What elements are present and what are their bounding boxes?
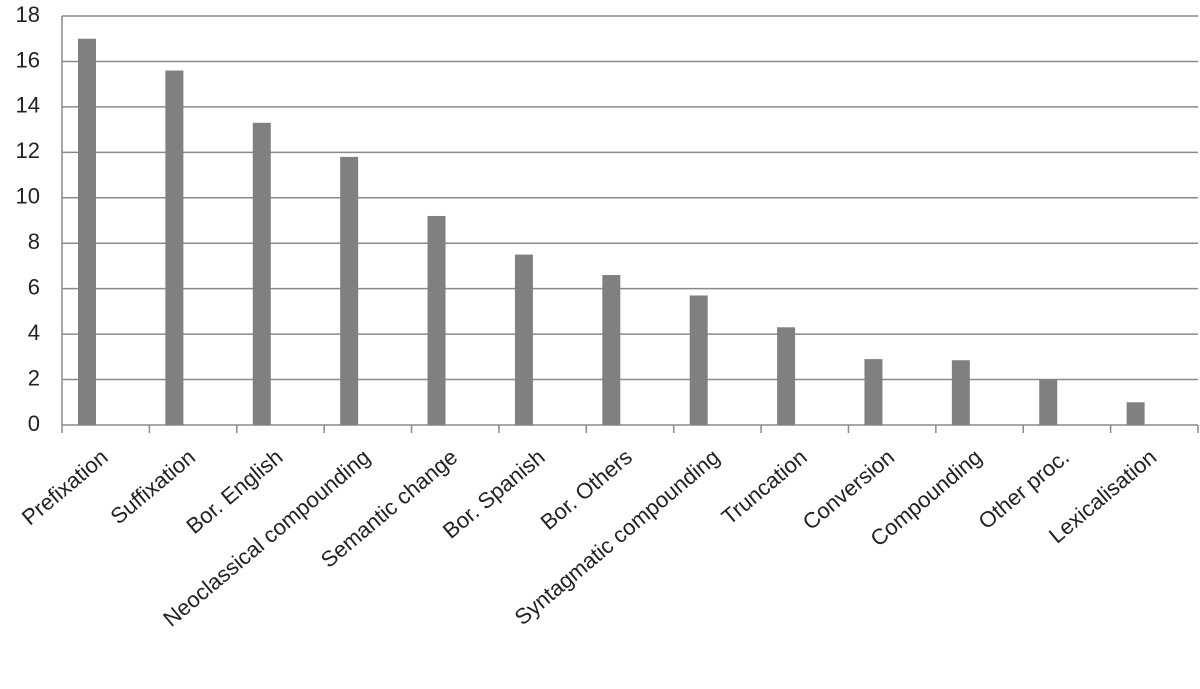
y-tick-label: 4 (28, 320, 40, 345)
y-tick-label: 12 (16, 138, 40, 163)
y-tick-label: 6 (28, 274, 40, 299)
bar (1039, 379, 1058, 425)
bar (427, 215, 446, 425)
bar (951, 360, 970, 425)
y-tick-label: 8 (28, 229, 40, 254)
y-tick-label: 2 (28, 365, 40, 390)
y-tick-label: 10 (16, 184, 40, 209)
x-tick-label: Prefixation (17, 444, 113, 530)
bar (165, 70, 184, 426)
y-tick-label: 14 (16, 93, 40, 118)
bar (864, 359, 883, 425)
y-tick-label: 16 (16, 47, 40, 72)
bar (1126, 402, 1145, 425)
bar (78, 38, 96, 425)
bar (689, 295, 708, 425)
y-tick-label: 0 (28, 411, 40, 436)
bar (602, 275, 621, 425)
bar (252, 122, 271, 426)
y-tick-label: 18 (16, 2, 40, 27)
bar (340, 156, 359, 425)
bar (777, 327, 796, 425)
bar (514, 254, 533, 425)
